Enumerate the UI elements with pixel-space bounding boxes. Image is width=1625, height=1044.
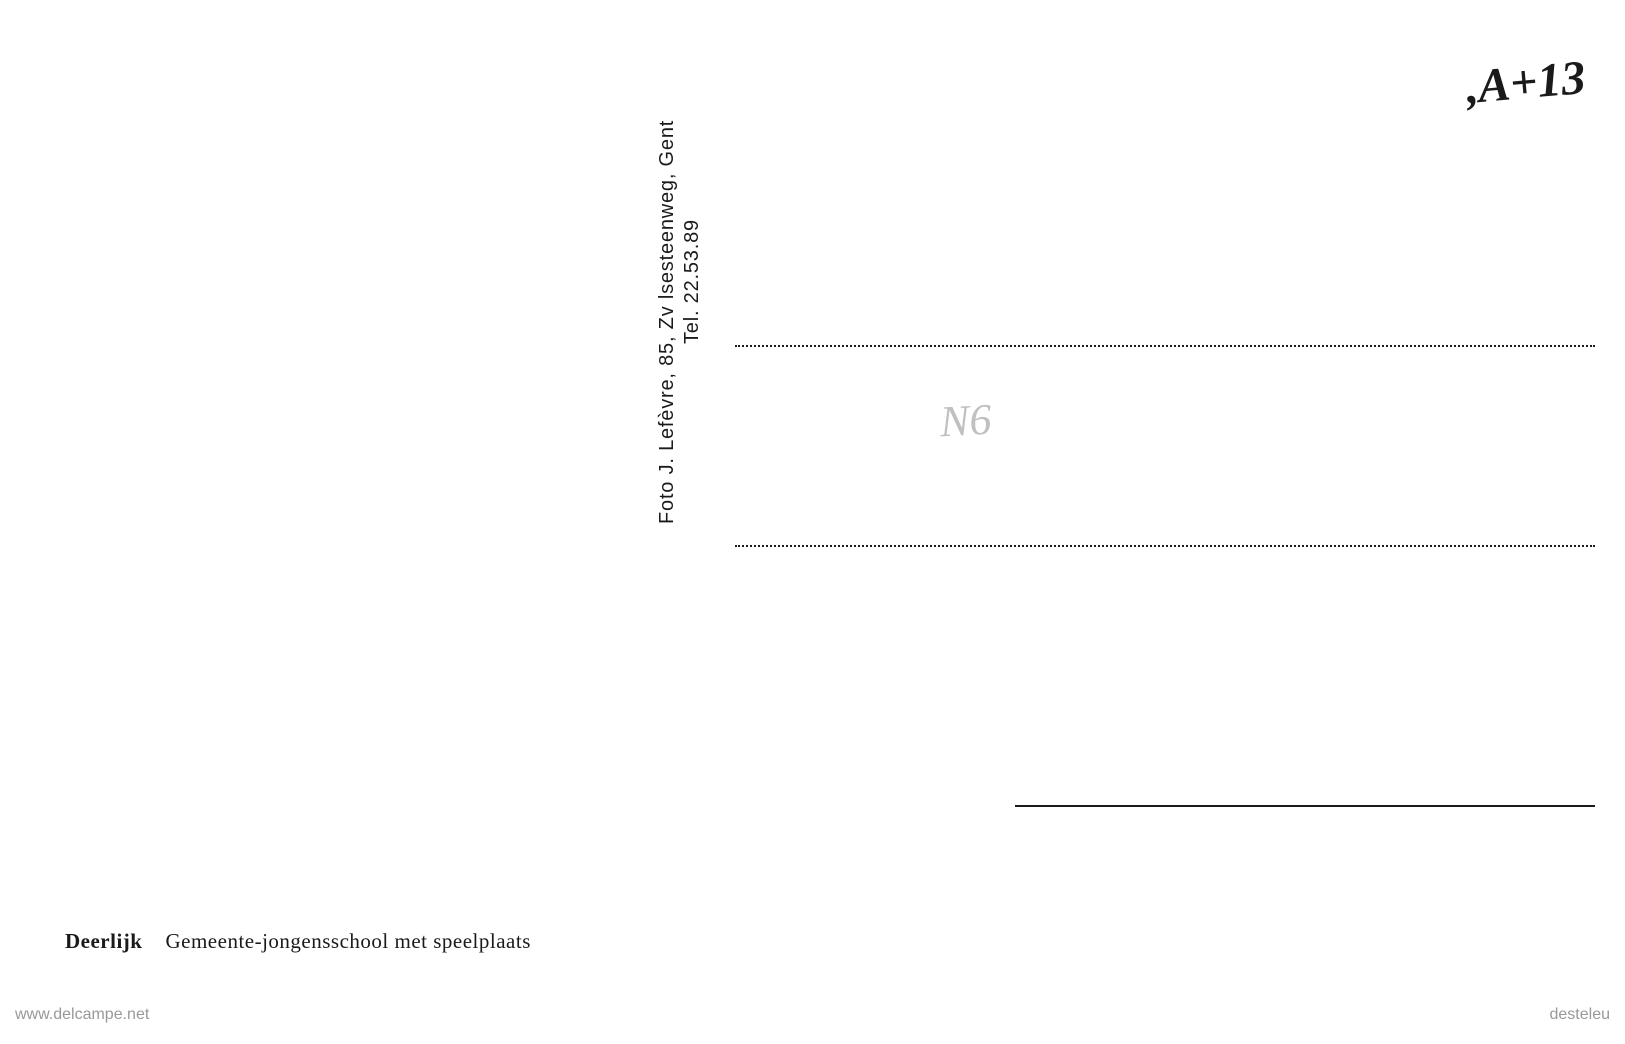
- address-line-3: [1015, 805, 1595, 807]
- caption-location: Deerlijk: [65, 929, 142, 953]
- postcard-caption: Deerlijk Gemeente-jongensschool met spee…: [65, 929, 531, 954]
- address-line-1: [735, 345, 1595, 347]
- handwritten-annotation-middle: N6: [939, 394, 993, 448]
- watermark-right: desteleu: [1550, 1006, 1611, 1024]
- postcard-back: ,A+13 N6 Foto J. Lefèvre, 85, Zv lsestee…: [0, 0, 1625, 1044]
- publisher-info: Foto J. Lefèvre, 85, Zv lsesteenweg, Gen…: [656, 120, 704, 524]
- publisher-line1: Foto J. Lefèvre, 85, Zv lsesteenweg, Gen…: [656, 120, 679, 524]
- address-line-2: [735, 545, 1595, 547]
- publisher-line2: Tel. 22.53.89: [681, 120, 704, 344]
- caption-description: Gemeente-jongensschool met speelplaats: [165, 929, 530, 953]
- handwritten-annotation-topright: ,A+13: [1463, 50, 1587, 115]
- caption-separator: [148, 929, 160, 953]
- watermark-left: www.delcampe.net: [15, 1006, 149, 1024]
